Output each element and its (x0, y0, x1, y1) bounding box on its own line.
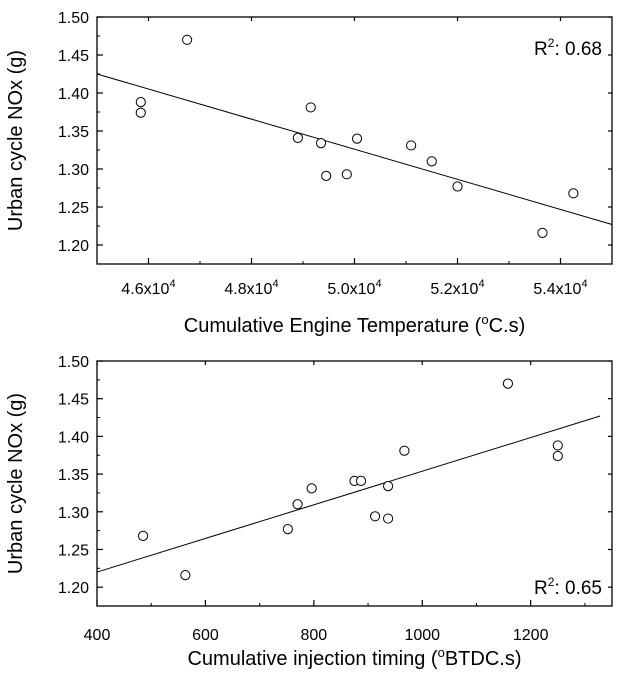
x-tick-label: 5.4x104 (533, 278, 587, 298)
data-point (502, 378, 514, 389)
x-axis-title-degree: o (438, 645, 445, 660)
x-tick-label: 5.0x104 (327, 278, 381, 298)
x-axis-title: Cumulative injection timing (oBTDC.s) (187, 645, 521, 670)
r-squared-symbol: R (534, 39, 548, 60)
y-tick-label: 1.35 (58, 467, 89, 484)
y-tick-label: 1.50 (58, 10, 89, 27)
data-point (426, 156, 437, 167)
data-point (383, 513, 394, 524)
x-axis-title-main: Cumulative injection timing ( (187, 648, 437, 670)
x-tick-label: 400 (84, 627, 111, 644)
data-point (406, 140, 417, 151)
data-point (180, 569, 191, 581)
data-point (282, 524, 293, 535)
data-point (137, 530, 149, 541)
x-tick-label: 4.6x104 (121, 278, 175, 298)
r-squared-value: : 0.65 (554, 578, 602, 599)
y-tick-label: 1.25 (58, 542, 89, 559)
x-tick-label: 600 (192, 627, 219, 644)
r-squared-superscript: 2 (548, 36, 555, 50)
x-tick-label-base: 4.6x10 (121, 281, 169, 298)
x-tick-label: 800 (300, 627, 327, 644)
data-point (552, 450, 563, 462)
data-point (135, 107, 146, 118)
x-tick-label-base: 4.8x10 (224, 281, 272, 298)
data-point (292, 132, 303, 143)
r-squared-symbol: R (534, 578, 548, 599)
x-tick-label: 1000 (404, 627, 440, 644)
data-point (351, 133, 363, 144)
r-squared-superscript: 2 (548, 575, 555, 589)
x-tick-label: 1200 (513, 627, 549, 644)
data-point (315, 138, 327, 149)
y-tick-label: 1.20 (58, 238, 89, 255)
x-tick-label-exponent: 4 (478, 278, 484, 290)
x-tick-label-exponent: 4 (272, 278, 278, 290)
data-point (341, 169, 352, 180)
data-point (537, 227, 548, 238)
y-tick-label: 1.40 (58, 86, 89, 103)
r-squared-value: : 0.68 (554, 39, 602, 60)
chart-panel-2: 1.20 1.25 1.30 1.35 1.40 1.45 1.50 400 600 800 100… (5, 354, 613, 670)
plot-frame (96, 360, 613, 607)
r-squared-annotation: R2: 0.68 (534, 36, 602, 60)
y-axis-title: Urban cycle NOx (g) (5, 393, 27, 574)
data-point (135, 97, 146, 108)
data-point (321, 170, 332, 181)
data-point (355, 475, 367, 486)
x-axis-title-unit: C.s) (489, 315, 526, 337)
x-tick-label-exponent: 4 (375, 278, 381, 290)
y-axis-title: Urban cycle NOx (g) (5, 50, 27, 231)
data-point (292, 499, 303, 510)
y-tick-label: 1.25 (58, 200, 89, 217)
y-tick-label: 1.30 (58, 162, 89, 179)
x-tick-label-base: 5.0x10 (327, 281, 375, 298)
data-point (568, 188, 579, 199)
x-axis-title: Cumulative Engine Temperature (oC.s) (184, 312, 525, 337)
data-point (305, 102, 316, 113)
data-point (182, 34, 193, 45)
regression-line (96, 73, 613, 225)
data-point (452, 181, 463, 192)
x-tick-label: 5.2x104 (430, 278, 484, 298)
x-tick-label: 4.8x104 (224, 278, 278, 298)
x-tick-label-exponent: 4 (581, 278, 587, 290)
y-tick-label: 1.40 (58, 429, 89, 446)
y-tick-label: 1.35 (58, 124, 89, 141)
data-point (552, 440, 563, 451)
r-squared-annotation: R2: 0.65 (534, 575, 602, 599)
y-tick-label: 1.45 (58, 392, 89, 409)
y-tick-label: 1.20 (58, 580, 89, 597)
y-tick-label: 1.45 (58, 48, 89, 65)
x-axis-title-main: Cumulative Engine Temperature ( (184, 315, 482, 337)
x-tick-label-base: 5.4x10 (533, 281, 581, 298)
y-tick-label: 1.30 (58, 505, 89, 522)
x-axis-title-degree: o (481, 312, 488, 327)
x-tick-label-exponent: 4 (169, 278, 175, 290)
x-axis-title-unit: BTDC.s) (445, 648, 522, 670)
data-point (370, 511, 381, 522)
data-point (399, 445, 410, 456)
data-point (306, 483, 317, 494)
y-tick-label: 1.50 (58, 354, 89, 371)
data-point (383, 481, 394, 492)
regression-line (96, 415, 601, 573)
x-tick-label-base: 5.2x10 (430, 281, 478, 298)
chart-panel-1: 1.201.251.301.351.401.451.504.6x104 4.8x1… (5, 10, 613, 337)
